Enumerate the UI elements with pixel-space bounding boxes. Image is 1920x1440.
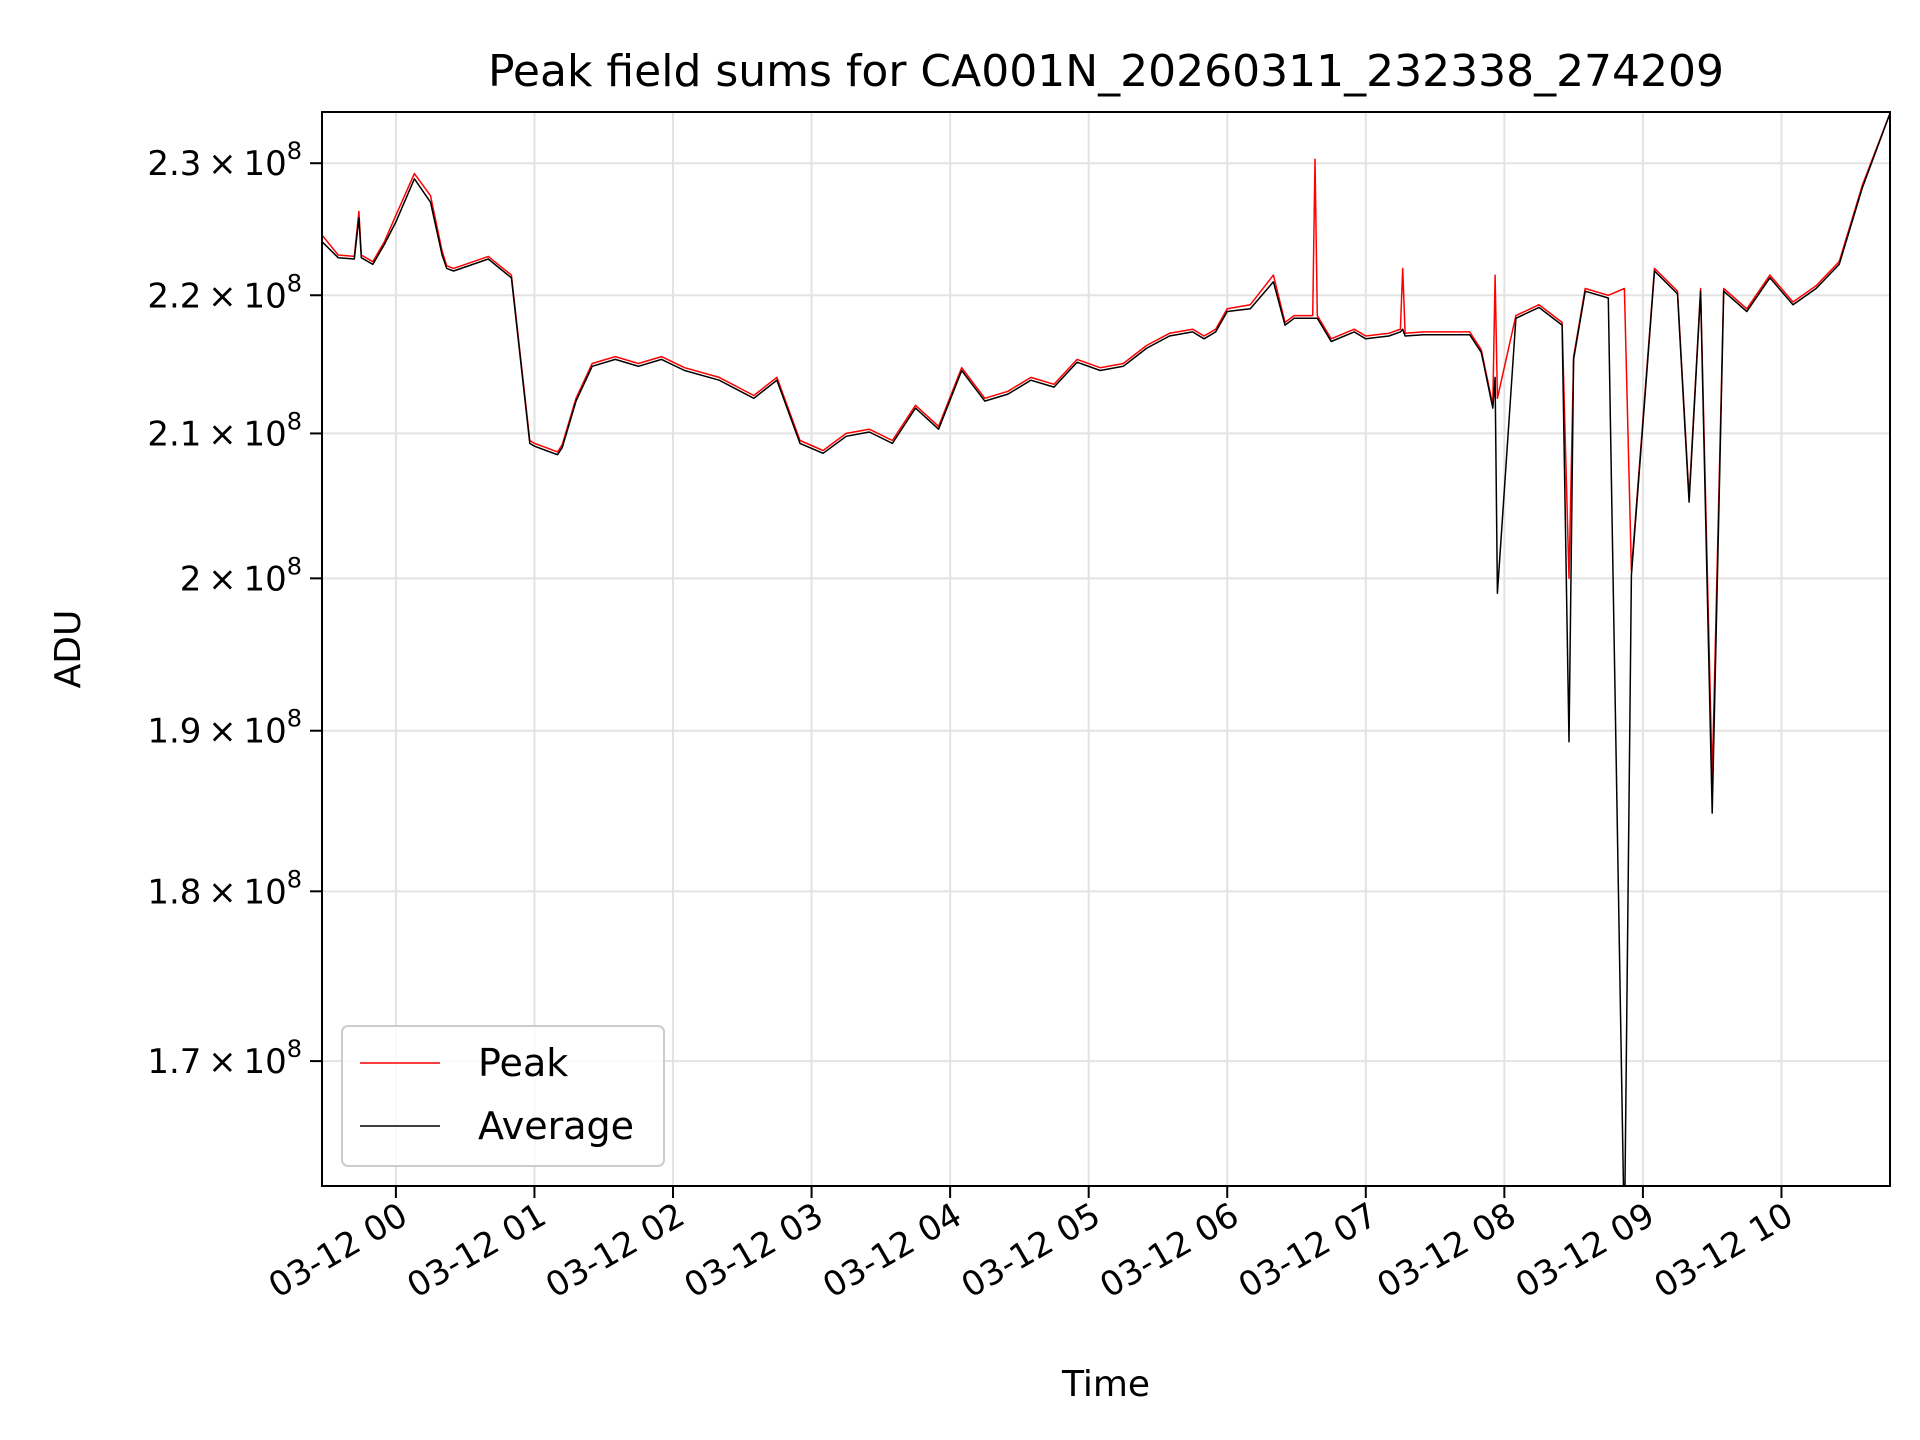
y-tick-label: 2.2 × 108 [147, 269, 302, 316]
y-tick-label: 2.3 × 108 [147, 137, 302, 184]
y-tick-label: 1.7 × 108 [147, 1035, 302, 1082]
y-axis-label: ADU [48, 610, 89, 689]
legend-label-peak: Peak [478, 1041, 568, 1085]
series-lines [322, 113, 1890, 1186]
plot-frame [321, 111, 1891, 1187]
legend-label-average: Average [478, 1104, 634, 1148]
x-axis-label: Time [1061, 1364, 1150, 1405]
legend: Peak Average [341, 1025, 665, 1167]
y-tick-label: 2 × 108 [180, 552, 302, 599]
chart-title: Peak field sums for CA001N_20260311_2323… [488, 46, 1724, 97]
y-tick-label: 1.8 × 108 [147, 865, 302, 912]
y-tick-label: 1.9 × 108 [147, 705, 302, 752]
series-line-average [322, 113, 1890, 1186]
legend-box [341, 1025, 665, 1167]
grid [322, 112, 1890, 1186]
y-tick-label: 2.1 × 108 [147, 407, 302, 454]
